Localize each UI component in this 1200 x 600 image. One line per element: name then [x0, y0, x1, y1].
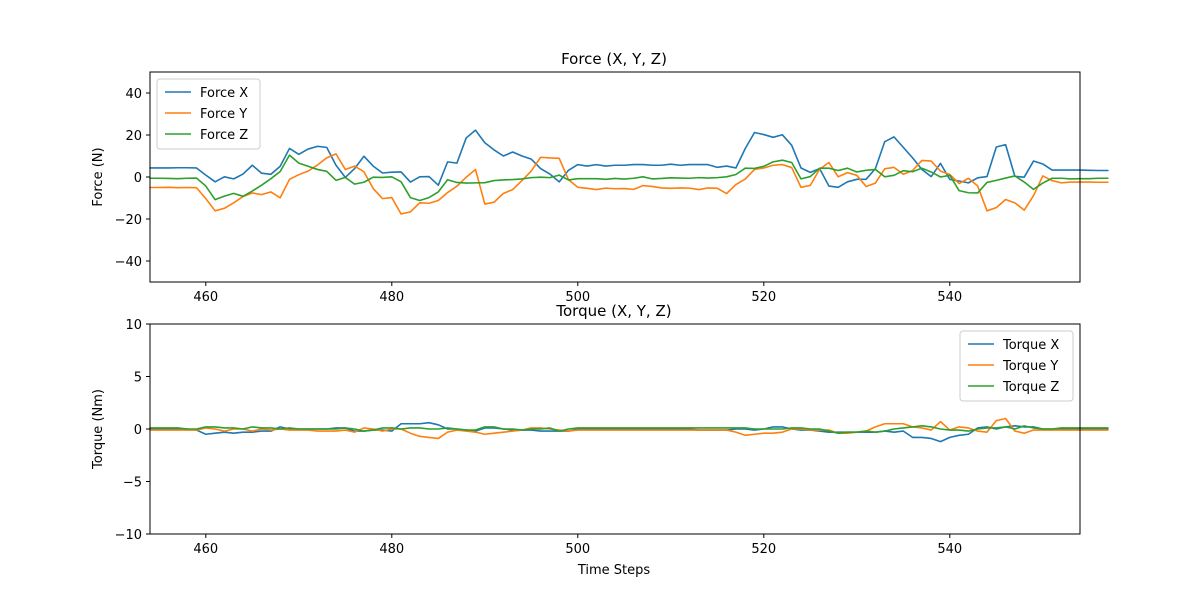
- force-y-ticks: −40 −20 0 20 40: [115, 87, 150, 270]
- force-y-axis-label: Force (N): [91, 147, 106, 206]
- torque-legend-box: [959, 330, 1074, 402]
- force-chart-title: Force (X, Y, Z): [561, 50, 667, 68]
- force-legend-box: [156, 78, 261, 150]
- torque-y-tick-label-0: −10: [115, 528, 142, 543]
- torque-x-tick-label-2: 500: [565, 542, 590, 557]
- force-legend-label-1: Force Y: [200, 107, 247, 122]
- force-y-tick-label-2: 0: [134, 171, 142, 186]
- force-legend-label-0: Force X: [200, 86, 248, 101]
- force-x-tick-label-0: 460: [193, 290, 218, 305]
- force-x-tick-label-1: 480: [379, 290, 404, 305]
- torque-y-tick-label-1: −5: [123, 476, 142, 491]
- force-y-tick-label-3: 20: [125, 129, 142, 144]
- torque-y-tick-label-2: 0: [134, 423, 142, 438]
- torque-y-ticks: −10 −5 0 5 10: [115, 318, 150, 543]
- torque-x-axis-label: Time Steps: [577, 563, 651, 578]
- torque-legend: Torque X Torque Y Torque Z: [959, 330, 1074, 402]
- force-legend: Force X Force Y Force Z: [156, 78, 261, 150]
- torque-legend-label-1: Torque Y: [1002, 359, 1058, 374]
- force-legend-label-2: Force Z: [200, 128, 248, 143]
- force-y-tick-label-1: −20: [115, 213, 142, 228]
- force-series-layer: [149, 129, 1109, 215]
- torque-series-line-1: [149, 417, 1109, 440]
- torque-y-tick-label-4: 10: [125, 318, 142, 333]
- torque-legend-label-0: Torque X: [1002, 338, 1059, 353]
- torque-series-layer: [149, 417, 1109, 443]
- force-series-line-1: [149, 153, 1109, 215]
- torque-chart: Torque (X, Y, Z) 460 480 500 520 540 −10 −5 0 5…: [91, 302, 1109, 578]
- torque-chart-title: Torque (X, Y, Z): [555, 302, 671, 320]
- torque-y-tick-label-3: 5: [134, 371, 142, 386]
- torque-plot-area: [149, 323, 1109, 535]
- force-x-tick-label-4: 540: [937, 290, 962, 305]
- force-series-line-0: [149, 129, 1109, 189]
- force-series-line-2: [149, 154, 1109, 202]
- force-x-tick-label-2: 500: [565, 290, 590, 305]
- torque-x-tick-label-3: 520: [751, 542, 776, 557]
- torque-y-axis-label: Torque (Nm): [91, 389, 106, 470]
- torque-x-tick-label-1: 480: [379, 542, 404, 557]
- force-plot-area: [149, 71, 1109, 283]
- torque-series-line-2: [149, 425, 1109, 435]
- torque-x-tick-label-4: 540: [937, 542, 962, 557]
- force-y-tick-label-4: 40: [125, 87, 142, 102]
- force-x-ticks: 460 480 500 520 540: [193, 282, 962, 305]
- torque-x-ticks: 460 480 500 520 540: [193, 534, 962, 557]
- force-x-tick-label-3: 520: [751, 290, 776, 305]
- force-y-tick-label-0: −40: [115, 255, 142, 270]
- force-chart: Force (X, Y, Z) 460 480 500 520 540 −40 −20 0 2…: [91, 50, 1109, 305]
- torque-legend-label-2: Torque Z: [1002, 380, 1059, 395]
- torque-x-tick-label-0: 460: [193, 542, 218, 557]
